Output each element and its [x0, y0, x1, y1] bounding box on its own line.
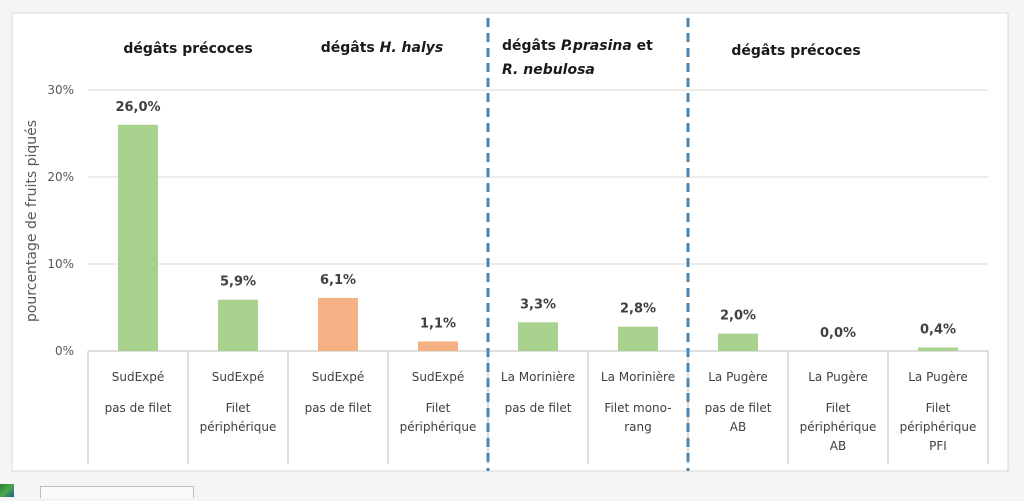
y-tick-label: 30% — [47, 83, 74, 97]
data-label: 26,0% — [115, 100, 160, 115]
category-site-label: La Pugère — [908, 370, 968, 384]
bar-2 — [218, 299, 258, 351]
logo-icon — [0, 484, 14, 497]
data-label: 2,0% — [720, 309, 756, 324]
group-header: dégâts précoces — [731, 43, 860, 59]
group-header: dégâts précoces — [123, 41, 252, 57]
bar-7 — [718, 333, 758, 351]
category-treatment-label: Filet — [926, 401, 951, 415]
category-treatment-label: pas de filet — [505, 401, 572, 415]
y-tick-label: 10% — [47, 257, 74, 271]
data-label: 2,8% — [620, 302, 656, 317]
bar-9 — [918, 347, 958, 351]
category-treatment-label: périphérique — [400, 420, 477, 434]
category-site-label: La Pugère — [708, 370, 768, 384]
category-treatment-label: Filet — [426, 401, 451, 415]
y-tick-label: 20% — [47, 170, 74, 184]
category-treatment-label: pas de filet — [105, 401, 172, 415]
category-treatment-label: Filet — [226, 401, 251, 415]
category-treatment-label: Filet mono- — [604, 401, 671, 415]
category-site-label: SudExpé — [412, 370, 465, 384]
category-treatment-label: rang — [624, 420, 652, 434]
data-label: 6,1% — [320, 273, 356, 288]
category-treatment-label: périphérique — [200, 420, 277, 434]
y-axis-label: pourcentage de fruits piqués — [24, 120, 40, 322]
bottom-strip — [0, 484, 1024, 497]
bar-5 — [518, 322, 558, 351]
bar-6 — [618, 326, 658, 351]
category-treatment-label: Filet — [826, 401, 851, 415]
category-site-label: SudExpé — [112, 370, 165, 384]
category-treatment-label: pas de filet — [305, 401, 372, 415]
category-site-label: SudExpé — [312, 370, 365, 384]
category-treatment-label: périphérique — [800, 420, 877, 434]
data-label: 3,3% — [520, 297, 556, 312]
group-header: R. nebulosa — [502, 62, 595, 78]
category-site-label: SudExpé — [212, 370, 265, 384]
bar-3 — [318, 297, 358, 351]
bar-1 — [118, 124, 158, 351]
category-treatment-label: pas de filet — [705, 401, 772, 415]
category-site-label: La Morinière — [501, 370, 575, 384]
chart-frame — [11, 12, 1009, 472]
category-treatment-label: périphérique — [900, 420, 977, 434]
category-site-label: La Morinière — [601, 370, 675, 384]
category-site-label: La Pugère — [808, 370, 868, 384]
data-label: 0,0% — [820, 326, 856, 341]
bar-4 — [418, 341, 458, 351]
y-tick-label: 0% — [55, 344, 74, 358]
category-treatment-label: PFI — [929, 439, 947, 453]
data-label: 0,4% — [920, 323, 956, 338]
legend-box — [40, 486, 194, 498]
category-treatment-label: AB — [730, 420, 746, 434]
category-treatment-label: AB — [830, 439, 846, 453]
group-header: dégâts H. halys — [321, 40, 443, 56]
group-header: dégâts P.prasina et — [502, 38, 653, 54]
data-label: 5,9% — [220, 275, 256, 290]
data-label: 1,1% — [420, 316, 456, 331]
